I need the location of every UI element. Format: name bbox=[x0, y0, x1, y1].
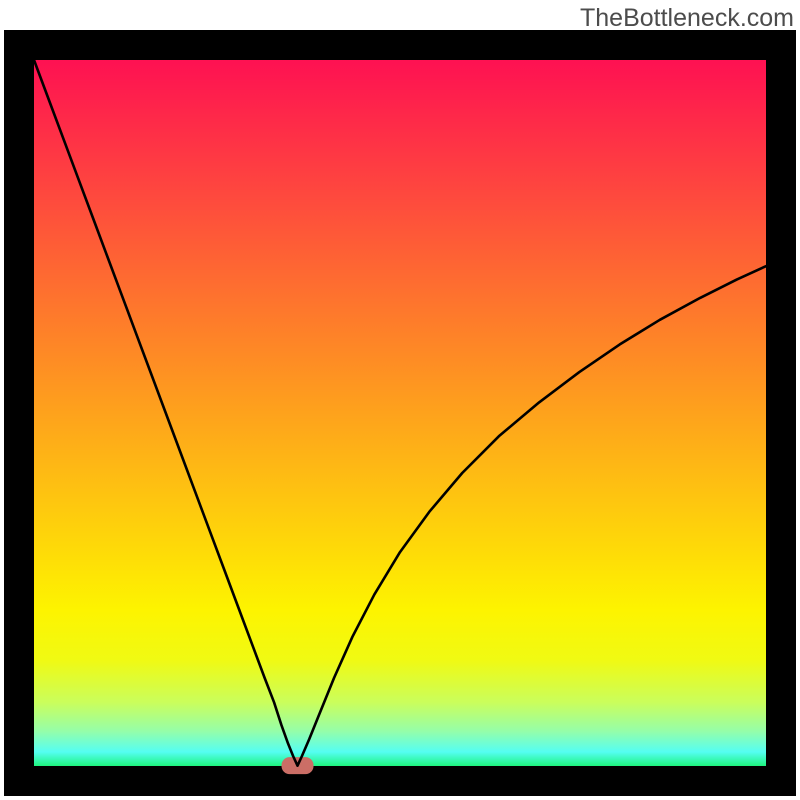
plot-gradient-background bbox=[34, 60, 766, 766]
watermark-text: TheBottleneck.com bbox=[580, 4, 794, 33]
stage: TheBottleneck.com bbox=[0, 0, 800, 800]
